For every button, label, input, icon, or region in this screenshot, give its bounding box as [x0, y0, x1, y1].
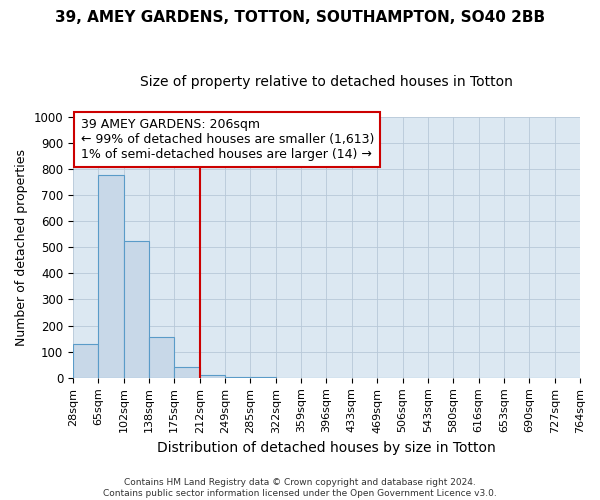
- Title: Size of property relative to detached houses in Totton: Size of property relative to detached ho…: [140, 75, 513, 89]
- Text: Contains HM Land Registry data © Crown copyright and database right 2024.
Contai: Contains HM Land Registry data © Crown c…: [103, 478, 497, 498]
- Bar: [73, 344, 98, 378]
- Y-axis label: Number of detached properties: Number of detached properties: [15, 148, 28, 346]
- Text: 39, AMEY GARDENS, TOTTON, SOUTHAMPTON, SO40 2BB: 39, AMEY GARDENS, TOTTON, SOUTHAMPTON, S…: [55, 10, 545, 25]
- X-axis label: Distribution of detached houses by size in Totton: Distribution of detached houses by size …: [157, 441, 496, 455]
- Text: 39 AMEY GARDENS: 206sqm
← 99% of detached houses are smaller (1,613)
1% of semi-: 39 AMEY GARDENS: 206sqm ← 99% of detache…: [80, 118, 374, 161]
- Bar: [200, 375, 225, 378]
- Bar: [124, 240, 149, 378]
- Bar: [225, 376, 250, 378]
- Bar: [98, 176, 124, 378]
- Bar: [149, 338, 175, 378]
- Bar: [175, 368, 200, 378]
